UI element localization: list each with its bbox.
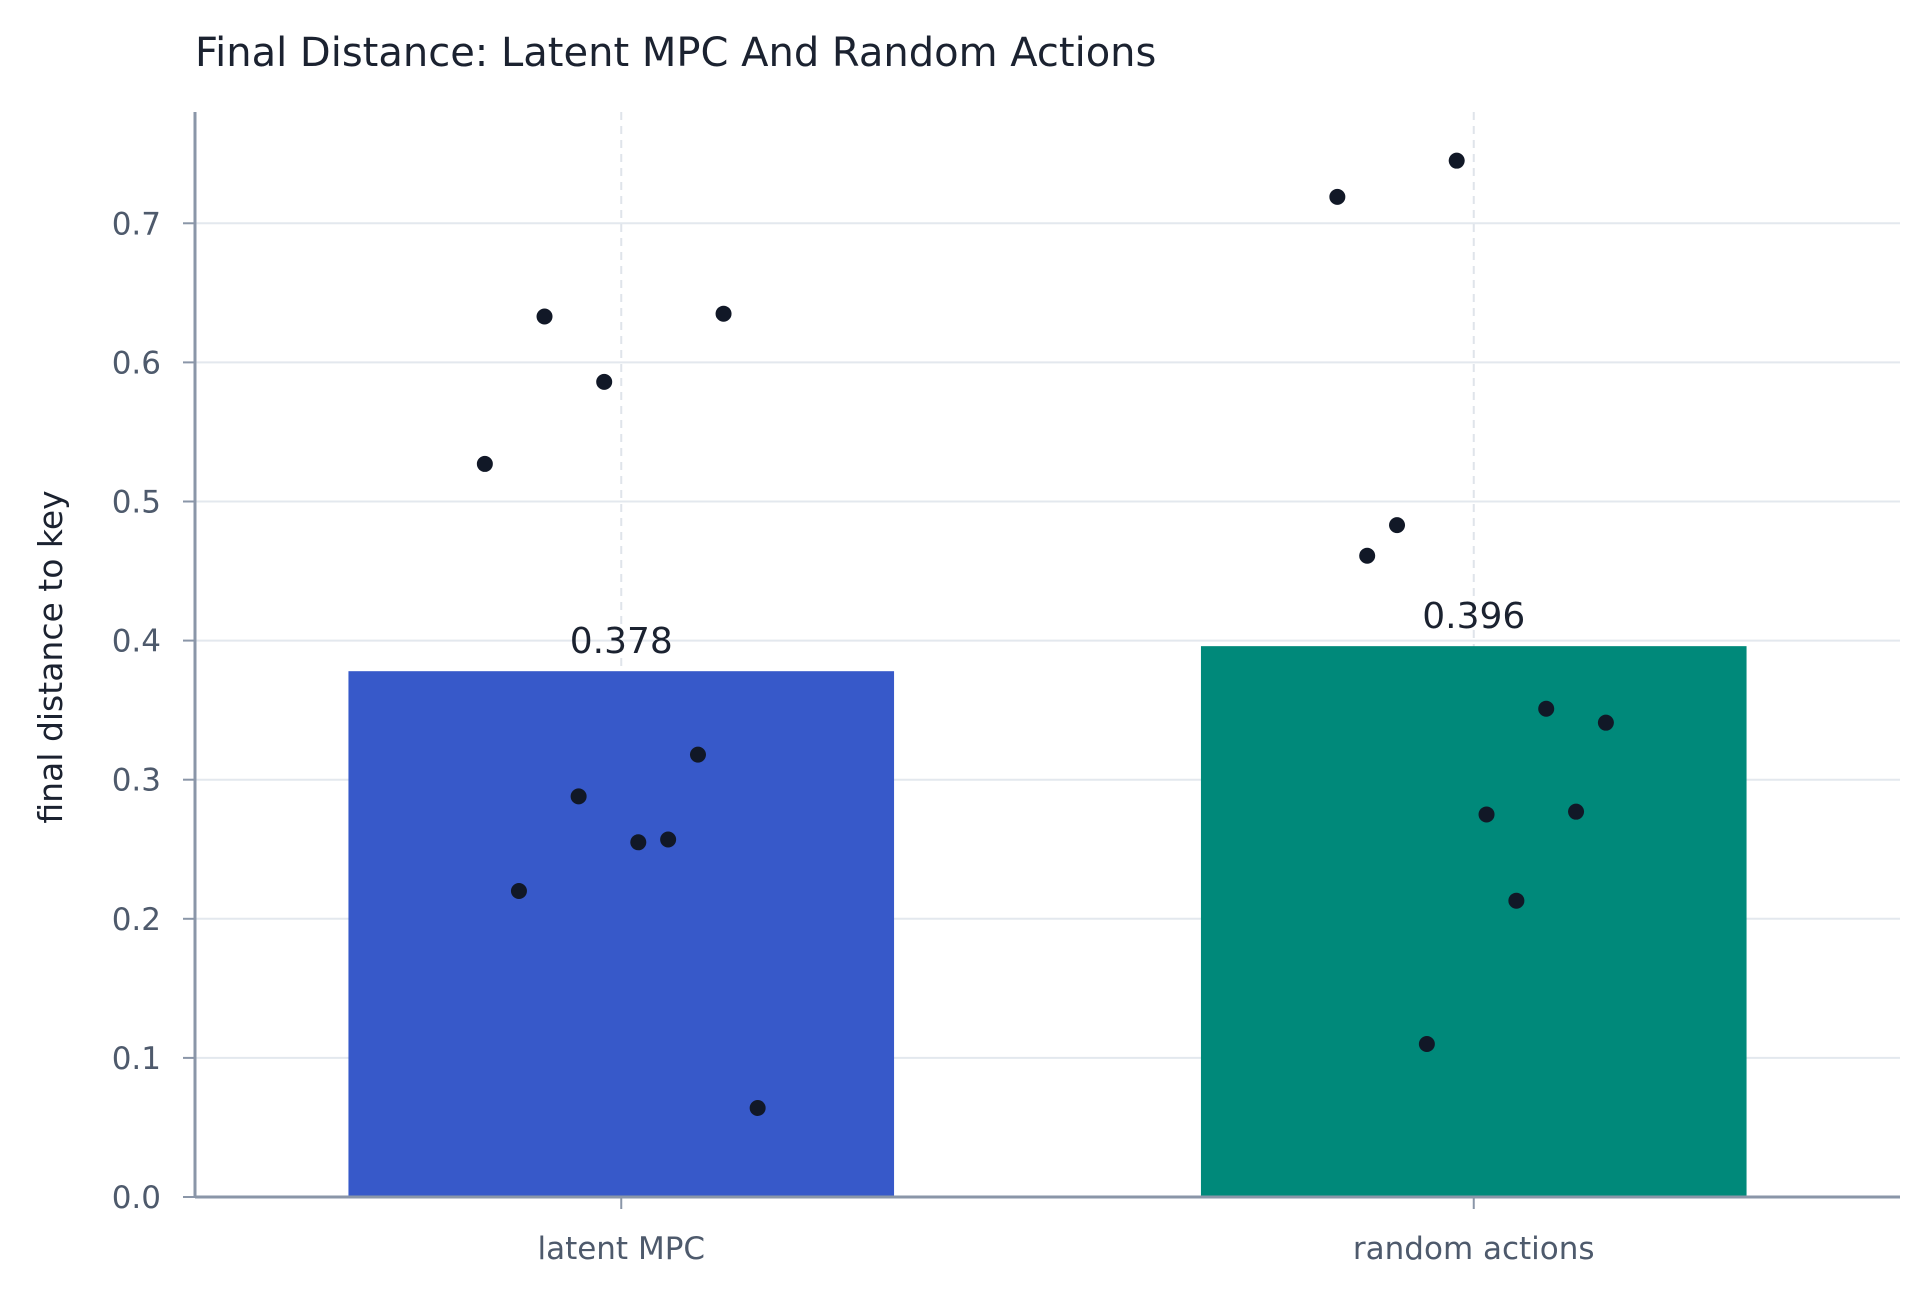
axes	[183, 112, 1900, 1209]
y-tick-label: 0.0	[112, 1180, 161, 1216]
y-axis-label: final distance to key	[31, 490, 70, 823]
data-point	[1329, 188, 1346, 205]
data-point	[476, 455, 493, 472]
data-point	[1359, 547, 1376, 564]
y-tick-label: 0.5	[112, 484, 161, 520]
data-point	[749, 1099, 766, 1116]
x-tick-label: random actions	[1353, 1231, 1595, 1267]
data-point	[1418, 1035, 1435, 1052]
data-point	[596, 373, 613, 390]
bar-random-actions	[1200, 646, 1747, 1197]
data-points	[476, 152, 1614, 1116]
data-point	[1448, 152, 1465, 169]
data-point	[660, 831, 677, 848]
data-point	[1478, 806, 1495, 823]
y-tick-label: 0.1	[112, 1041, 161, 1077]
x-tick-label: latent MPC	[537, 1231, 705, 1267]
data-point	[570, 788, 587, 805]
data-point	[536, 308, 553, 325]
data-point	[715, 305, 732, 322]
bar-latent-mpc	[348, 671, 895, 1197]
y-tick-label: 0.2	[112, 902, 161, 938]
bar-value-label: 0.396	[1422, 596, 1525, 637]
bar-value-labels: 0.378 0.396	[570, 596, 1526, 662]
data-point	[689, 746, 706, 763]
y-tick-label: 0.7	[112, 206, 161, 242]
y-tick-labels: 0.0 0.1 0.2 0.3 0.4 0.5 0.6 0.7	[112, 206, 161, 1216]
data-point	[510, 882, 527, 899]
chart-title: Final Distance: Latent MPC And Random Ac…	[195, 30, 1156, 76]
y-tick-label: 0.3	[112, 763, 161, 799]
bar-value-label: 0.378	[570, 621, 673, 662]
data-point	[1568, 803, 1585, 820]
data-point	[630, 834, 647, 851]
data-point	[1389, 517, 1406, 534]
y-tick-label: 0.6	[112, 345, 161, 381]
bars	[348, 646, 1747, 1197]
x-tick-labels: latent MPC random actions	[537, 1231, 1594, 1267]
y-tick-label: 0.4	[112, 624, 161, 660]
data-point	[1538, 700, 1555, 717]
data-point	[1597, 714, 1614, 731]
data-point	[1508, 892, 1525, 909]
